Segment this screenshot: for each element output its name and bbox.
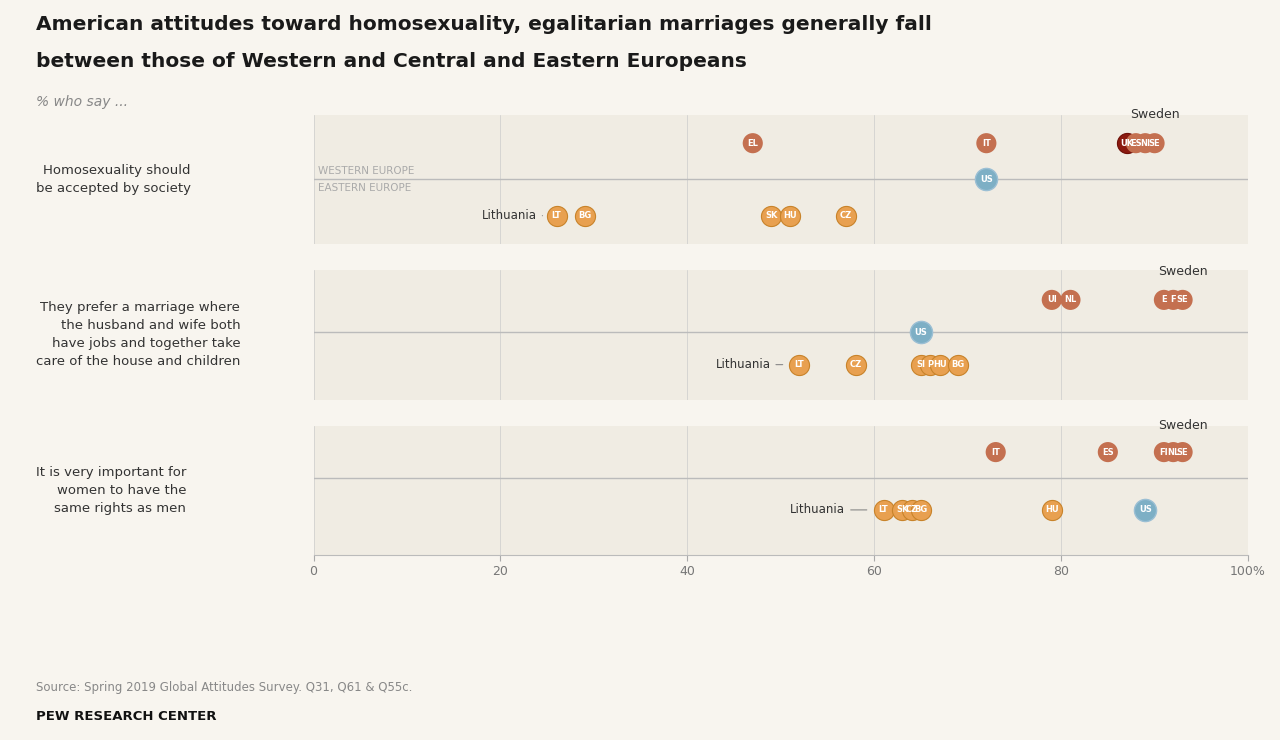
Text: UK: UK: [1120, 138, 1133, 148]
Text: % who say ...: % who say ...: [36, 95, 128, 109]
Text: US: US: [1139, 505, 1152, 514]
Text: WESTERN EUROPE: WESTERN EUROPE: [319, 166, 415, 175]
Point: [845, 359, 865, 371]
Point: [836, 210, 856, 222]
Point: [1135, 504, 1156, 516]
Point: [780, 210, 800, 222]
Text: CZ: CZ: [905, 505, 918, 514]
Text: EASTERN EUROPE: EASTERN EUROPE: [319, 184, 412, 193]
Text: E: E: [1161, 295, 1166, 304]
Point: [1060, 294, 1080, 306]
Point: [986, 446, 1006, 458]
Text: BG: BG: [914, 505, 928, 514]
Text: F: F: [1170, 295, 1176, 304]
Point: [742, 138, 763, 149]
Point: [901, 504, 922, 516]
Point: [892, 504, 913, 516]
Text: ES: ES: [1130, 138, 1142, 148]
Text: LT: LT: [795, 360, 804, 369]
Text: EL: EL: [748, 138, 758, 148]
Text: LT: LT: [552, 211, 562, 221]
Text: SI: SI: [916, 360, 925, 369]
Point: [1116, 138, 1137, 149]
Point: [1135, 138, 1156, 149]
Text: Sweden: Sweden: [1158, 420, 1207, 432]
Point: [1097, 446, 1119, 458]
Point: [920, 359, 941, 371]
Point: [1125, 138, 1146, 149]
Text: CZ: CZ: [840, 211, 852, 221]
Text: NL: NL: [1167, 448, 1179, 457]
Text: FI: FI: [1160, 448, 1169, 457]
Text: LT: LT: [878, 505, 888, 514]
Point: [1042, 294, 1062, 306]
Text: SE: SE: [1148, 138, 1161, 148]
Point: [911, 359, 932, 371]
Text: BG: BG: [952, 360, 965, 369]
Text: CZ: CZ: [850, 360, 861, 369]
Point: [977, 138, 997, 149]
Text: Sweden: Sweden: [1158, 265, 1207, 278]
Text: Lithuania: Lithuania: [481, 209, 543, 222]
Point: [911, 326, 932, 338]
Text: They prefer a marriage where
the husband and wife both
have jobs and together ta: They prefer a marriage where the husband…: [36, 301, 241, 369]
Text: HU: HU: [783, 211, 797, 221]
Text: HU: HU: [1044, 505, 1059, 514]
Text: Sweden: Sweden: [1130, 108, 1179, 121]
Text: SE: SE: [1176, 448, 1188, 457]
Text: PEW RESEARCH CENTER: PEW RESEARCH CENTER: [36, 710, 216, 724]
Text: SK: SK: [765, 211, 778, 221]
Text: US: US: [915, 328, 927, 337]
Point: [1172, 294, 1193, 306]
Point: [977, 174, 997, 186]
Point: [1144, 138, 1165, 149]
Text: SK: SK: [896, 505, 909, 514]
Point: [1153, 294, 1174, 306]
Text: American attitudes toward homosexuality, egalitarian marriages generally fall: American attitudes toward homosexuality,…: [36, 15, 932, 34]
Text: SE: SE: [1176, 295, 1188, 304]
Point: [929, 359, 950, 371]
Text: Lithuania: Lithuania: [790, 503, 867, 517]
Text: NI: NI: [1140, 138, 1151, 148]
Text: IT: IT: [982, 138, 991, 148]
Point: [1164, 294, 1184, 306]
Text: UI: UI: [1047, 295, 1057, 304]
Text: Lithuania: Lithuania: [716, 358, 782, 371]
Point: [1172, 446, 1193, 458]
Point: [547, 210, 567, 222]
Text: It is very important for
women to have the
same rights as men: It is very important for women to have t…: [36, 465, 186, 515]
Point: [575, 210, 595, 222]
Point: [762, 210, 782, 222]
Text: HU: HU: [933, 360, 946, 369]
Text: US: US: [980, 175, 993, 184]
Text: between those of Western and Central and Eastern Europeans: between those of Western and Central and…: [36, 52, 746, 71]
Text: Homosexuality should
be accepted by society: Homosexuality should be accepted by soci…: [36, 164, 191, 195]
Point: [1042, 504, 1062, 516]
Text: P: P: [927, 360, 933, 369]
Point: [873, 504, 893, 516]
Point: [790, 359, 810, 371]
Text: IT: IT: [991, 448, 1000, 457]
Text: Source: Spring 2019 Global Attitudes Survey. Q31, Q61 & Q55c.: Source: Spring 2019 Global Attitudes Sur…: [36, 681, 412, 694]
Text: NL: NL: [1065, 295, 1076, 304]
Point: [1164, 446, 1184, 458]
Point: [1153, 446, 1174, 458]
Text: BG: BG: [579, 211, 591, 221]
Point: [948, 359, 969, 371]
Text: ES: ES: [1102, 448, 1114, 457]
Point: [911, 504, 932, 516]
